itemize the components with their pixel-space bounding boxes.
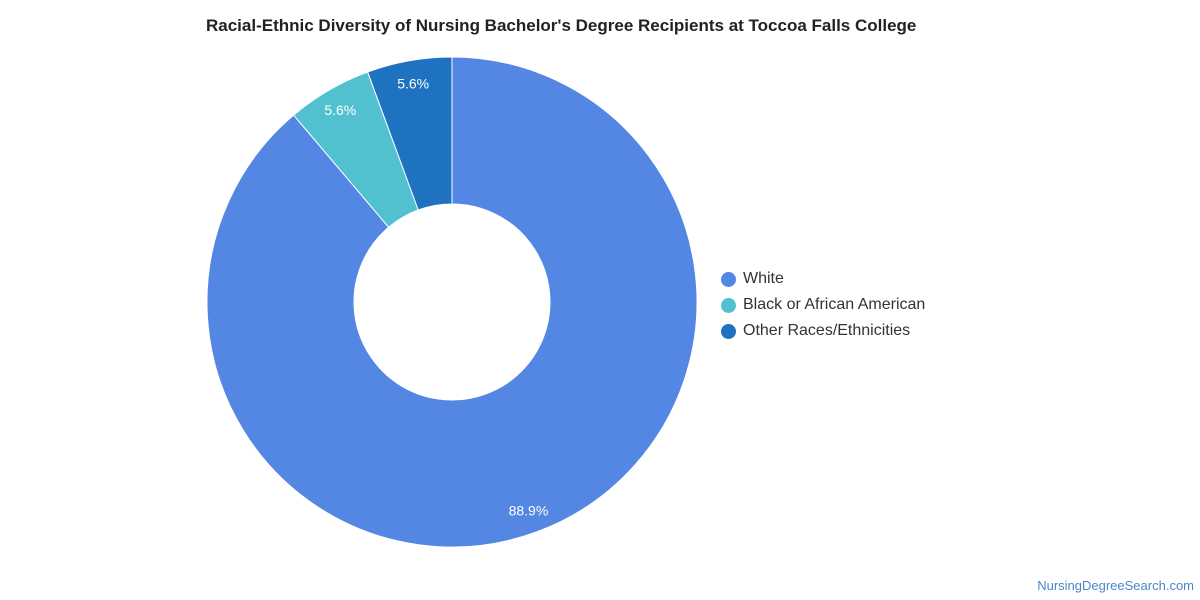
slice-other-races-ethnicities[interactable]	[367, 56, 453, 211]
legend-label-white: White	[743, 270, 784, 287]
slice-label-other-races-ethnicities: 5.6%	[397, 75, 429, 91]
legend-item-black-or-african-american[interactable]: Black or African American	[721, 292, 925, 318]
watermark-link[interactable]: NursingDegreeSearch.com	[1037, 578, 1194, 593]
slice-label-white: 88.9%	[509, 502, 549, 518]
legend-swatch-other-races-ethnicities	[721, 323, 736, 339]
legend-swatch-white	[721, 271, 736, 287]
legend-label-black-or-african-american: Black or African American	[743, 296, 926, 313]
legend-swatch-black-or-african-american	[721, 297, 736, 313]
legend-item-other-races-ethnicities[interactable]: Other Races/Ethnicities	[721, 318, 925, 344]
legend: White Black or African American Other Ra…	[721, 266, 925, 344]
slice-white[interactable]	[206, 56, 698, 548]
slice-label-black-or-african-american: 5.6%	[324, 102, 356, 118]
legend-item-white[interactable]: White	[721, 266, 925, 292]
legend-label-other-races-ethnicities: Other Races/Ethnicities	[743, 322, 911, 339]
chart-title: Racial-Ethnic Diversity of Nursing Bache…	[206, 16, 917, 35]
